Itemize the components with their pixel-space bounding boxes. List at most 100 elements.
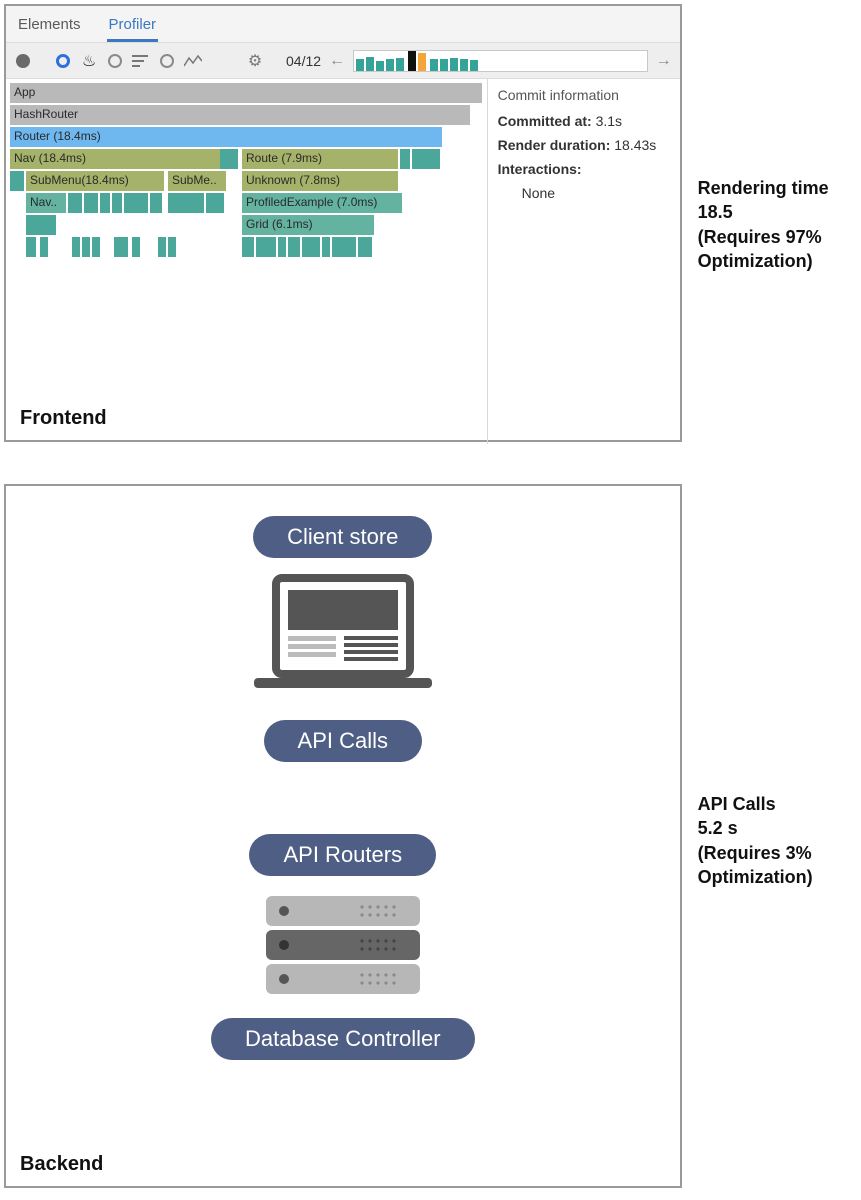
pill-client-store: Client store [253,516,432,558]
frontend-label: Frontend [20,407,107,430]
committed-at-label: Committed at: [498,113,592,129]
commit-bar[interactable] [460,59,468,71]
flame-bar[interactable] [158,237,166,257]
commit-bar[interactable] [408,51,416,71]
commit-info-title: Commit information [498,87,670,103]
profiler-toolbar: ♨ ⚙ 04/12 ← → [6,43,680,79]
flame-bar[interactable] [114,237,128,257]
backend-note-l4: Optimization) [698,865,857,889]
flame-bar[interactable] [82,237,90,257]
server-icon [258,892,428,1002]
flame-bar[interactable] [68,193,82,213]
flame-bar[interactable]: ProfiledExample (7.0ms) [242,193,402,213]
backend-note-l1: API Calls [698,792,857,816]
frontend-note-l2: 18.5 [698,200,857,224]
flame-bar[interactable] [322,237,330,257]
flame-bar[interactable]: Nav.. [26,193,66,213]
flame-bar[interactable]: HashRouter [10,105,470,125]
flame-bar[interactable] [206,193,224,213]
backend-note-l3: (Requires 3% [698,841,857,865]
flame-bar[interactable] [302,237,320,257]
commit-bar[interactable] [418,53,426,71]
interactions-value: None [522,185,670,201]
record-icon[interactable] [14,52,32,70]
frontend-note: Rendering time 18.5 (Requires 97% Optimi… [698,176,857,273]
pill-api-routers: API Routers [249,834,436,876]
commit-bar[interactable] [450,58,458,71]
flame-bar[interactable] [84,193,98,213]
backend-note: API Calls 5.2 s (Requires 3% Optimizatio… [698,792,857,889]
commit-bar[interactable] [376,61,384,71]
flame-bar[interactable]: SubMe.. [168,171,226,191]
flame-bar[interactable] [72,237,80,257]
flame-bar[interactable]: Unknown (7.8ms) [242,171,398,191]
circle2-icon[interactable] [158,52,176,70]
next-commit-icon[interactable]: → [656,52,672,70]
flame-bar[interactable] [26,237,36,257]
flame-bar[interactable] [124,193,148,213]
flame-bar[interactable] [358,237,372,257]
commit-bar[interactable] [430,59,438,71]
backend-note-l2: 5.2 s [698,816,857,840]
flame-bar[interactable] [150,193,162,213]
flame-bar[interactable] [278,237,286,257]
flame-bar[interactable] [26,215,56,235]
commit-bar[interactable] [366,57,374,71]
commit-bar[interactable] [356,59,364,71]
flame-icon[interactable]: ♨ [80,52,98,70]
commit-bar[interactable] [470,60,478,71]
flame-bar[interactable] [100,193,110,213]
flame-bar[interactable] [10,171,24,191]
frontend-panel: Elements Profiler ♨ ⚙ 04/12 ← → Ap [4,4,682,442]
pill-api-calls: API Calls [264,720,422,762]
commit-bar[interactable] [386,59,394,71]
flame-bar[interactable] [112,193,122,213]
flame-bar[interactable] [412,149,420,169]
frontend-note-l3: (Requires 97% [698,225,857,249]
flame-bar[interactable] [420,149,428,169]
flame-bar[interactable] [168,237,176,257]
flame-bar[interactable] [220,149,238,169]
frontend-note-l1: Rendering time [698,176,857,200]
flame-bar[interactable] [332,237,340,257]
flame-bar[interactable] [168,193,204,213]
flame-graph[interactable]: AppHashRouterRouter (18.4ms)Nav (18.4ms)… [6,79,488,444]
flame-bar[interactable] [242,237,254,257]
flame-bar[interactable] [132,237,140,257]
linechart-icon[interactable] [184,52,202,70]
devtools-tabs: Elements Profiler [6,6,680,43]
frontend-note-l4: Optimization) [698,249,857,273]
flame-bar[interactable]: Router (18.4ms) [10,127,442,147]
ranked-icon[interactable] [54,52,72,70]
empty-circle-icon[interactable] [106,52,124,70]
render-duration-label: Render duration: [498,137,611,153]
flame-bar[interactable] [40,237,48,257]
laptop-icon [248,574,438,704]
flame-bar[interactable]: SubMenu(18.4ms) [26,171,164,191]
prev-commit-icon[interactable]: ← [329,52,345,70]
tab-elements[interactable]: Elements [16,12,83,42]
pill-database-controller: Database Controller [211,1018,475,1060]
flame-bar[interactable] [288,237,300,257]
flame-bar[interactable] [400,149,410,169]
flame-bar[interactable]: App [10,83,482,103]
backend-label: Backend [20,1153,103,1176]
render-duration-value: 18.43s [614,137,656,153]
tab-profiler[interactable]: Profiler [107,12,159,42]
flame-bar[interactable]: Route (7.9ms) [242,149,398,169]
backend-panel: Client store API Calls API Routers [4,484,682,1188]
list-icon[interactable] [132,52,150,70]
commit-bar[interactable] [440,59,448,71]
flame-bar[interactable] [256,237,276,257]
flame-bar[interactable]: Grid (6.1ms) [242,215,374,235]
commit-strip[interactable] [353,50,648,72]
interactions-label: Interactions: [498,161,582,177]
commit-bar[interactable] [396,58,404,71]
flame-bar[interactable] [340,237,356,257]
commit-info-panel: Commit information Committed at: 3.1s Re… [488,79,680,444]
flame-bar[interactable] [92,237,100,257]
gear-icon[interactable]: ⚙ [246,52,264,70]
flame-bar[interactable] [428,149,440,169]
commit-index: 04/12 [286,53,321,69]
flame-bar[interactable]: Nav (18.4ms) [10,149,220,169]
